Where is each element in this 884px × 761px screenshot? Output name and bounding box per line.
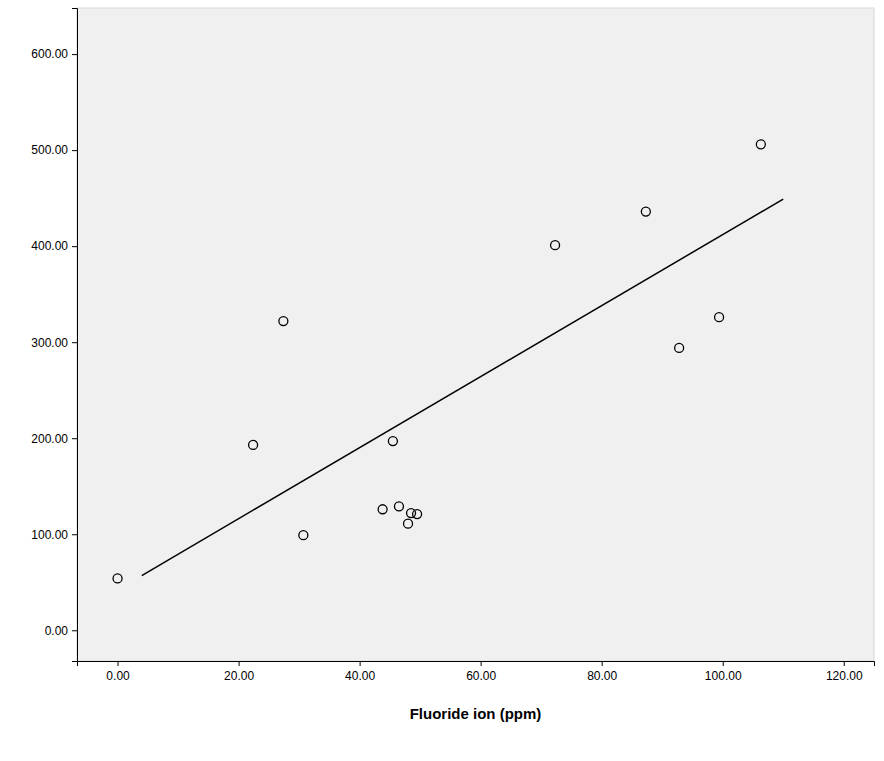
marks — [113, 140, 783, 583]
tick-label: 0.00 — [45, 624, 69, 638]
tick-mark — [481, 661, 482, 666]
axis-line — [78, 662, 875, 667]
tick-label: 300.00 — [31, 336, 68, 350]
tick-mark — [72, 630, 77, 631]
point — [299, 531, 308, 540]
tick-label: 120.00 — [826, 669, 863, 683]
point — [249, 440, 258, 449]
tick: 80.00 — [587, 661, 617, 683]
point — [388, 437, 397, 446]
tick-label: 0.00 — [106, 669, 130, 683]
tick: 40.00 — [345, 661, 375, 683]
point — [715, 313, 724, 322]
point — [675, 343, 684, 352]
point — [404, 519, 413, 528]
x-axis-title: Fluoride ion (ppm) — [410, 705, 542, 722]
point — [551, 241, 560, 250]
point — [279, 317, 288, 326]
tick: 300.00 — [31, 336, 77, 350]
x-axis: 0.00 20.00 40.00 60.00 80.00 100.00 120.00 — [78, 661, 875, 683]
point — [413, 510, 422, 519]
tick: 200.00 — [31, 432, 77, 446]
tick-mark — [844, 661, 845, 666]
tick-label: 80.00 — [587, 669, 617, 683]
tick: 120.00 — [826, 661, 863, 683]
tick-label: 200.00 — [31, 432, 68, 446]
tick-label: 400.00 — [31, 239, 68, 253]
plot-background — [77, 8, 874, 661]
tick-mark — [239, 661, 240, 666]
tick-label: 100.00 — [31, 528, 68, 542]
tick-label: 20.00 — [224, 669, 254, 683]
y-axis: 0.00 100.00 200.00 300.00 400.00 500.00 600.00 — [31, 9, 77, 662]
axis-line — [72, 9, 78, 662]
tick: 600.00 — [31, 47, 77, 61]
tick-mark — [72, 534, 77, 535]
point — [378, 505, 387, 514]
point — [756, 140, 765, 149]
tick-mark — [72, 342, 77, 343]
tick-mark — [72, 54, 77, 55]
tick: 0.00 — [45, 624, 77, 638]
tick-mark — [72, 438, 77, 439]
tick-mark — [602, 661, 603, 666]
tick: 60.00 — [466, 661, 496, 683]
tick: 100.00 — [705, 661, 742, 683]
tick: 500.00 — [31, 143, 77, 157]
tick-mark — [72, 150, 77, 151]
tick-label: 100.00 — [705, 669, 742, 683]
tick-label: 60.00 — [466, 669, 496, 683]
tick: 20.00 — [224, 661, 254, 683]
tick-label: 600.00 — [31, 47, 68, 61]
tick-label: 40.00 — [345, 669, 375, 683]
tick: 100.00 — [31, 528, 77, 542]
tick-mark — [360, 661, 361, 666]
tick-mark — [72, 246, 77, 247]
point — [641, 207, 650, 216]
chart: 0.0020.0040.0060.0080.00100.00120.000.00… — [0, 0, 884, 761]
tick: 0.00 — [106, 661, 130, 683]
tick: 400.00 — [31, 239, 77, 253]
point — [113, 574, 122, 583]
tick-mark — [723, 661, 724, 666]
fit-line — [142, 199, 783, 575]
tick-mark — [118, 661, 119, 666]
point — [394, 502, 403, 511]
tick-label: 500.00 — [31, 143, 68, 157]
